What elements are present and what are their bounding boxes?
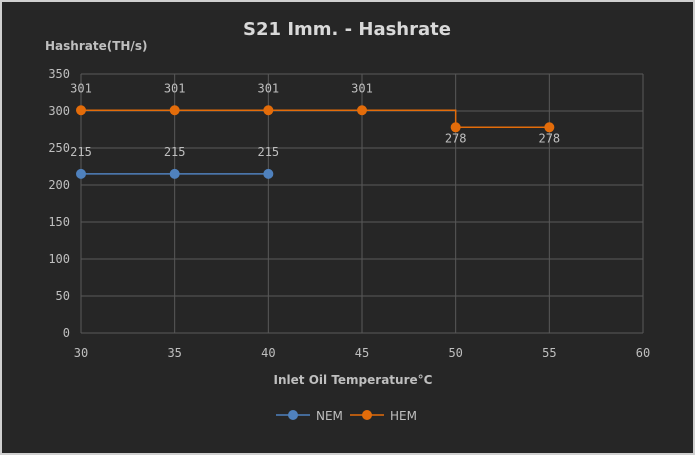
x-tick-label: 35 xyxy=(167,346,181,360)
x-tick-label: 55 xyxy=(542,346,556,360)
data-label: 215 xyxy=(164,145,186,159)
legend: NEM HEM xyxy=(276,409,417,423)
data-point[interactable] xyxy=(76,168,86,179)
data-point[interactable] xyxy=(450,122,461,133)
data-label: 278 xyxy=(538,131,560,145)
x-axis-title: Inlet Oil Temperature°C xyxy=(274,373,433,387)
x-axis-ticks: 30 35 40 45 50 55 60 xyxy=(74,346,650,360)
data-label: 301 xyxy=(70,81,92,95)
legend-label: NEM xyxy=(316,409,343,423)
legend-marker-icon xyxy=(362,410,372,420)
y-tick-label: 300 xyxy=(48,104,70,118)
data-point[interactable] xyxy=(76,105,86,116)
series-hem: 301 301 301 301 278 278 xyxy=(70,81,560,145)
data-point[interactable] xyxy=(357,105,367,116)
series-line xyxy=(81,109,550,129)
y-tick-label: 0 xyxy=(63,326,70,340)
series-nem: 215 215 215 xyxy=(70,145,279,179)
y-axis-ticks: 0 50 100 150 200 250 300 350 xyxy=(48,67,70,340)
legend-item-hem[interactable]: HEM xyxy=(350,409,417,423)
data-point[interactable] xyxy=(169,168,180,179)
data-point[interactable] xyxy=(263,168,274,179)
legend-label: HEM xyxy=(390,409,417,423)
data-label: 278 xyxy=(445,131,467,145)
y-tick-label: 50 xyxy=(56,289,70,303)
gridlines xyxy=(80,73,644,334)
y-tick-label: 100 xyxy=(48,252,70,266)
data-label: 301 xyxy=(164,81,186,95)
x-tick-label: 30 xyxy=(74,346,88,360)
x-tick-label: 50 xyxy=(448,346,462,360)
data-point[interactable] xyxy=(263,105,274,116)
y-tick-label: 150 xyxy=(48,215,70,229)
data-label: 215 xyxy=(70,145,92,159)
data-label: 301 xyxy=(257,81,279,95)
y-tick-label: 250 xyxy=(48,141,70,155)
legend-item-nem[interactable]: NEM xyxy=(276,409,343,423)
x-tick-label: 60 xyxy=(636,346,650,360)
plot-series: 215 215 215 301 301 301 301 278 278 xyxy=(70,81,560,179)
x-tick-label: 40 xyxy=(261,346,275,360)
data-point[interactable] xyxy=(169,105,180,116)
x-tick-label: 45 xyxy=(355,346,369,360)
y-axis-title: Hashrate(TH/s) xyxy=(45,39,147,53)
y-tick-label: 200 xyxy=(48,178,70,192)
data-point[interactable] xyxy=(544,122,555,133)
data-label: 301 xyxy=(351,81,373,95)
y-tick-label: 350 xyxy=(48,67,70,81)
data-label: 215 xyxy=(257,145,279,159)
legend-marker-icon xyxy=(288,410,298,420)
chart-title: S21 Imm. - Hashrate xyxy=(243,19,451,40)
